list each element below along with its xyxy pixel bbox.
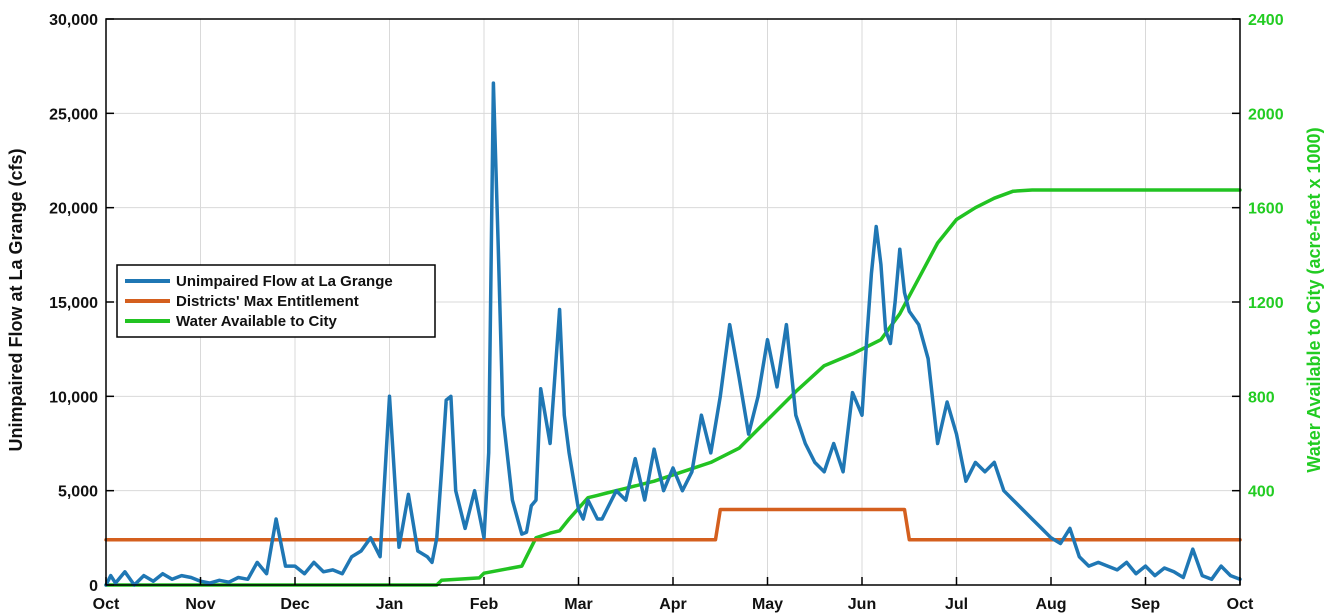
left-tick-label: 10,000 xyxy=(49,389,98,406)
right-axis-ticks: 400 800 1200 1600 2000 2400 xyxy=(1232,12,1284,501)
x-tick-label: Feb xyxy=(470,596,499,613)
left-axis-ticks: 0 5,000 10,000 15,000 20,000 25,000 30,000 xyxy=(49,12,114,595)
right-tick-label: 2400 xyxy=(1248,12,1284,29)
left-tick-label: 0 xyxy=(89,578,98,595)
x-tick-label: Sep xyxy=(1131,596,1161,613)
y-axis-label: Unimpaired Flow at La Grange (cfs) xyxy=(6,148,26,451)
left-tick-label: 20,000 xyxy=(49,201,98,218)
right-tick-label: 1200 xyxy=(1248,295,1284,312)
series-unimpaired-flow xyxy=(104,81,1242,587)
x-tick-label: Oct xyxy=(93,596,120,613)
x-tick-label: Jul xyxy=(945,596,968,613)
left-tick-label: 30,000 xyxy=(49,12,98,29)
left-tick-label: 15,000 xyxy=(49,295,98,312)
x-tick-label: Mar xyxy=(564,596,592,613)
y2-axis-label: Water Available to City (acre-feet x 100… xyxy=(1304,127,1324,472)
legend-item-unimpaired-flow: Unimpaired Flow at La Grange xyxy=(125,273,393,290)
legend-label-water-available: Water Available to City xyxy=(176,313,338,330)
legend-item-water-available: Water Available to City xyxy=(125,313,338,330)
legend-label-districts-max-entitlement: Districts' Max Entitlement xyxy=(176,293,359,310)
x-tick-label: Oct xyxy=(1227,596,1254,613)
x-tick-label: Jun xyxy=(848,596,876,613)
x-tick-label: May xyxy=(752,596,783,613)
legend: Unimpaired Flow at La Grange Districts' … xyxy=(116,264,436,338)
series-districts-max-entitlement xyxy=(104,507,1242,542)
x-axis-ticks: Oct Nov Dec Jan Feb Mar Apr May Jun Jul Aug Sep Oct xyxy=(93,577,1254,613)
left-tick-label: 5,000 xyxy=(58,484,98,501)
series-layer xyxy=(104,81,1242,587)
legend-item-districts-max-entitlement: Districts' Max Entitlement xyxy=(125,293,359,310)
legend-label-unimpaired-flow: Unimpaired Flow at La Grange xyxy=(176,273,393,290)
x-tick-label: Jan xyxy=(376,596,404,613)
x-tick-label: Aug xyxy=(1035,596,1066,613)
x-tick-label: Apr xyxy=(659,596,687,613)
right-tick-label: 1600 xyxy=(1248,201,1284,218)
x-tick-label: Dec xyxy=(280,596,309,613)
right-tick-label: 400 xyxy=(1248,484,1275,501)
right-tick-label: 2000 xyxy=(1248,106,1284,123)
x-tick-label: Nov xyxy=(185,596,215,613)
right-tick-label: 800 xyxy=(1248,389,1275,406)
series-water-available xyxy=(104,188,1242,587)
left-tick-label: 25,000 xyxy=(49,106,98,123)
